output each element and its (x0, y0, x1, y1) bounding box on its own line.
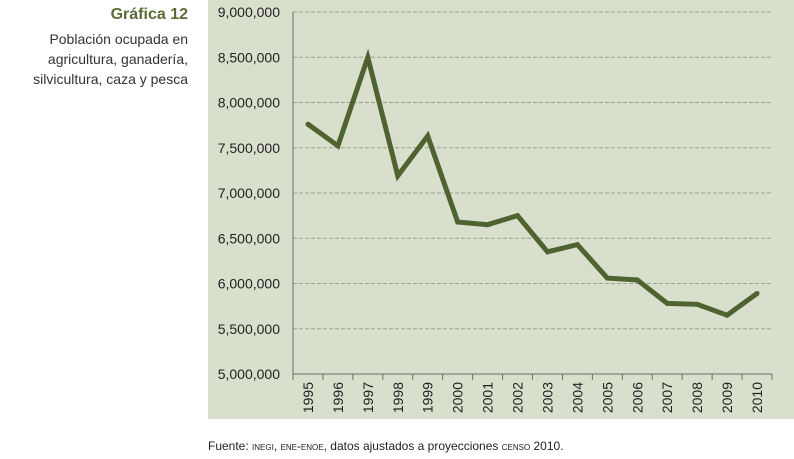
source-note: Fuente: inegi, ene-enoe, datos ajustados… (208, 439, 564, 453)
chart-subtitle: Población ocupada en agricultura, ganade… (0, 29, 188, 89)
chart-subtitle-line-2: agricultura, ganadería, (47, 51, 188, 67)
x-tick-label: 2002 (510, 382, 526, 413)
series-line (306, 48, 759, 319)
data-point (425, 133, 431, 139)
data-point (455, 219, 461, 225)
y-tick-label: 8,000,000 (218, 95, 280, 111)
source-ene-enoe: ene-enoe (280, 439, 324, 453)
data-point (604, 275, 610, 281)
y-tick-label: 7,500,000 (218, 140, 280, 156)
data-point (664, 300, 670, 306)
source-suffix: 2010. (530, 439, 564, 453)
x-tick-label: 2009 (719, 382, 735, 413)
x-tick-label: 2010 (749, 382, 765, 413)
data-point (634, 277, 640, 283)
data-point (395, 173, 401, 179)
x-tick-label: 2004 (569, 382, 585, 413)
source-inegi: inegi (252, 439, 274, 453)
x-tick-label: 2008 (689, 382, 705, 413)
data-point (724, 312, 730, 318)
x-tick-label: 1999 (420, 382, 436, 413)
x-tick-label: 1998 (390, 382, 406, 413)
x-tick-label: 1997 (360, 382, 376, 413)
y-tick-label: 7,000,000 (218, 185, 280, 201)
x-tick-label: 2000 (450, 382, 466, 413)
y-tick-label: 9,000,000 (218, 4, 280, 20)
chart-title: Gráfica 12 (110, 6, 188, 23)
y-tick-label: 5,000,000 (218, 366, 280, 382)
chart-subtitle-line-1: Población ocupada en (49, 31, 188, 47)
data-point (515, 213, 521, 219)
chart-subtitle-line-3: silvicultura, caza y pesca (33, 71, 188, 87)
x-tick-label: 1996 (330, 382, 346, 413)
x-tick-label: 2005 (599, 382, 615, 413)
y-tick-label: 6,000,000 (218, 276, 280, 292)
source-middle: , datos ajustados a proyecciones (323, 439, 502, 453)
chart-panel (208, 0, 794, 419)
data-point (485, 222, 491, 228)
x-tick-label: 1995 (300, 382, 316, 413)
data-point (694, 301, 700, 307)
line-chart: 5,000,000 5,500,000 6,000,000 6,500,000 7,00… (218, 4, 773, 413)
y-tick-label: 6,500,000 (218, 230, 280, 246)
x-tick-label: 2006 (629, 382, 645, 413)
x-tick-label: 2007 (659, 382, 675, 413)
data-point (544, 249, 550, 255)
data-point (335, 143, 341, 149)
x-tick-label: 2001 (480, 382, 496, 413)
data-point (754, 290, 760, 296)
source-sep: , (273, 439, 281, 453)
data-point (365, 54, 371, 60)
data-point (305, 121, 311, 127)
source-prefix: Fuente: (208, 439, 253, 453)
source-censo: censo (501, 439, 531, 453)
y-tick-label: 5,500,000 (218, 321, 280, 337)
x-tick-label: 2003 (539, 382, 555, 413)
y-tick-label: 8,500,000 (218, 49, 280, 65)
data-point (574, 242, 580, 248)
